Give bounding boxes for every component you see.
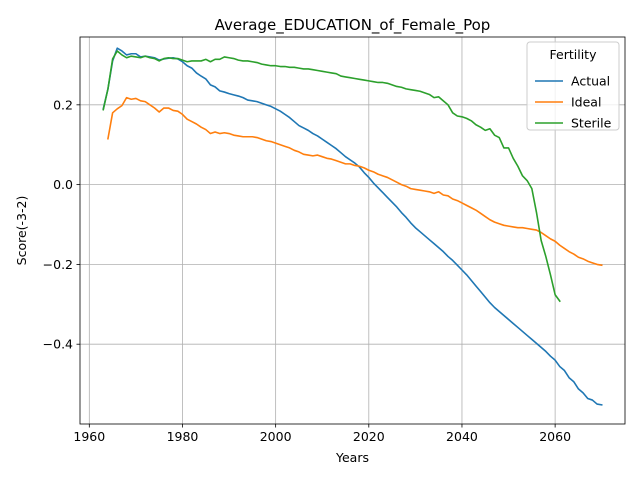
axis-ticks: 1960 1980 2000 2020 2040 2060 −0.4 −0.2 0.0 0.2	[43, 97, 571, 444]
series-lines	[102, 47, 603, 406]
legend-label-ideal: Ideal	[571, 95, 601, 110]
x-tick-label: 2000	[260, 429, 292, 444]
legend: Fertility Actual Ideal Sterile	[526, 41, 620, 131]
series-line-sterile	[102, 50, 561, 303]
series-line-ideal	[107, 96, 603, 267]
legend-title: Fertility	[550, 47, 598, 62]
x-axis-label: Years	[335, 450, 369, 465]
y-tick-label: −0.2	[43, 257, 73, 272]
x-tick-label: 1960	[73, 429, 105, 444]
x-tick-label: 1980	[167, 429, 199, 444]
y-axis-label: Score(-3-2)	[14, 196, 29, 266]
legend-box	[526, 41, 620, 131]
y-tick-label: 0.2	[53, 97, 73, 112]
series-line-actual	[102, 47, 603, 406]
x-tick-label: 2040	[446, 429, 478, 444]
plot-area-frame	[79, 36, 626, 425]
y-tick-label: −0.4	[43, 337, 73, 352]
x-tick-label: 2060	[539, 429, 571, 444]
y-tick-label: 0.0	[53, 177, 73, 192]
legend-label-sterile: Sterile	[571, 116, 612, 131]
legend-label-actual: Actual	[571, 74, 610, 89]
x-tick-label: 2020	[353, 429, 385, 444]
chart-title: Average_EDUCATION_of_Female_Pop	[215, 16, 491, 35]
